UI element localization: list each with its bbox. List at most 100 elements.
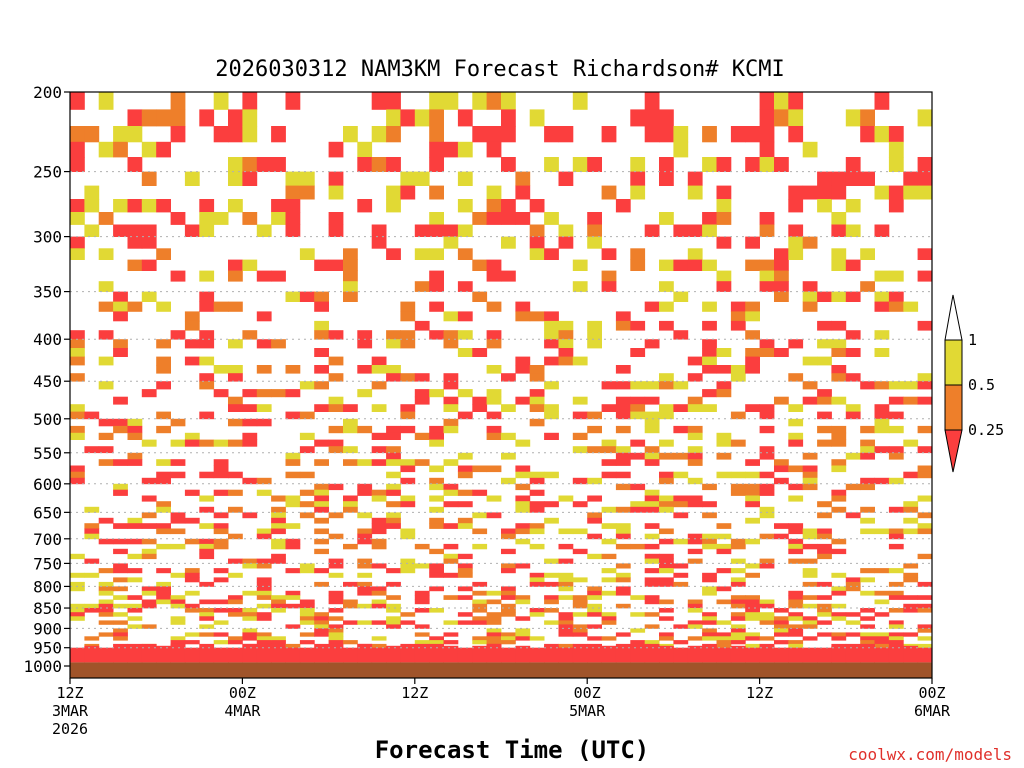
ri-cell <box>84 636 100 641</box>
ri-cell <box>472 603 488 609</box>
ri-cell <box>745 126 760 143</box>
ri-cell <box>630 640 646 645</box>
ri-cell <box>831 612 847 617</box>
ri-cell <box>228 404 243 412</box>
ri-cell <box>788 643 804 649</box>
ri-cell <box>515 538 531 545</box>
ri-cell <box>601 381 617 390</box>
ri-cell <box>587 624 602 629</box>
ri-cell <box>472 636 488 641</box>
ri-cell <box>386 581 401 587</box>
ri-cell <box>486 411 502 420</box>
ri-cell <box>271 212 286 225</box>
ri-cell <box>845 577 861 583</box>
ri-cell <box>70 348 85 357</box>
ri-cell <box>256 581 272 587</box>
ri-cell <box>687 599 703 605</box>
ri-cell <box>716 212 732 225</box>
ri-cell <box>199 616 215 621</box>
ri-cell <box>529 581 545 587</box>
ri-cell <box>687 356 703 366</box>
ri-cell <box>558 495 574 502</box>
ri-cell <box>98 141 114 158</box>
ri-cell <box>774 109 789 127</box>
ri-cell <box>515 439 531 447</box>
ri-cell <box>113 636 128 641</box>
ri-cell <box>400 528 416 535</box>
ri-cell <box>486 636 502 641</box>
ri-cell <box>501 477 516 485</box>
ri-cell <box>113 126 128 143</box>
ri-cell <box>328 572 344 578</box>
ri-cell <box>127 517 143 524</box>
ri-cell <box>443 425 459 434</box>
ri-cell <box>745 483 760 491</box>
ri-cell <box>199 109 215 127</box>
ri-cell <box>572 632 588 637</box>
ri-cell <box>774 459 789 466</box>
ri-cell <box>759 259 775 271</box>
ri-cell <box>314 330 329 340</box>
ri-cell <box>802 616 818 621</box>
ri-cell <box>759 446 775 454</box>
ri-cell <box>127 624 143 629</box>
ri-cell <box>113 620 128 625</box>
ri-cell <box>486 92 502 110</box>
ri-cell <box>486 599 502 605</box>
ri-cell <box>659 259 674 271</box>
surface-band <box>716 647 732 663</box>
ri-cell <box>443 595 459 600</box>
ri-cell <box>285 590 301 596</box>
ri-cell <box>730 632 746 637</box>
ri-cell <box>400 563 416 569</box>
surface-band <box>817 647 832 663</box>
ri-cell <box>874 568 890 574</box>
ri-cell <box>644 533 660 540</box>
ri-cell <box>256 528 272 535</box>
ri-cell <box>817 356 832 366</box>
ri-cell <box>788 373 804 382</box>
ri-cell <box>630 259 646 271</box>
ri-cell <box>587 533 602 540</box>
ri-cell <box>716 157 732 172</box>
ri-cell <box>817 543 832 550</box>
ri-cell <box>472 291 488 302</box>
ri-cell <box>730 301 746 312</box>
ri-cell <box>515 495 531 502</box>
x-tick-label: 3MAR <box>52 702 89 720</box>
ri-cell <box>874 599 890 605</box>
ri-cell <box>242 558 258 564</box>
ri-cell <box>917 373 933 382</box>
credit-link[interactable]: coolwx.com/models <box>848 745 1012 764</box>
ri-cell <box>443 373 459 382</box>
ri-cell <box>730 603 746 609</box>
ri-cell <box>759 489 775 496</box>
ri-cell <box>615 523 631 529</box>
y-tick-label: 800 <box>33 577 62 596</box>
ri-cell <box>501 92 516 110</box>
ri-cell <box>544 608 559 613</box>
ri-cell <box>228 157 243 172</box>
ri-cell <box>256 477 272 485</box>
ri-cell <box>386 523 401 529</box>
ri-cell <box>903 595 919 600</box>
ri-cell <box>687 608 703 613</box>
ri-cell <box>429 506 444 513</box>
ri-cell <box>98 281 114 292</box>
ri-cell <box>256 590 272 596</box>
surface-band <box>874 647 890 663</box>
ri-cell <box>256 563 272 569</box>
ri-cell <box>199 523 215 529</box>
ri-cell <box>903 471 919 479</box>
ri-cell <box>587 553 602 560</box>
ri-cell <box>860 632 875 637</box>
ri-cell <box>702 339 717 349</box>
ri-cell <box>184 590 200 596</box>
ri-cell <box>529 404 545 412</box>
ri-cell <box>357 157 373 172</box>
ri-cell <box>486 339 502 349</box>
ri-cell <box>443 141 459 158</box>
ri-cell <box>601 568 617 574</box>
ri-cell <box>558 320 574 331</box>
ri-cell <box>357 489 373 496</box>
